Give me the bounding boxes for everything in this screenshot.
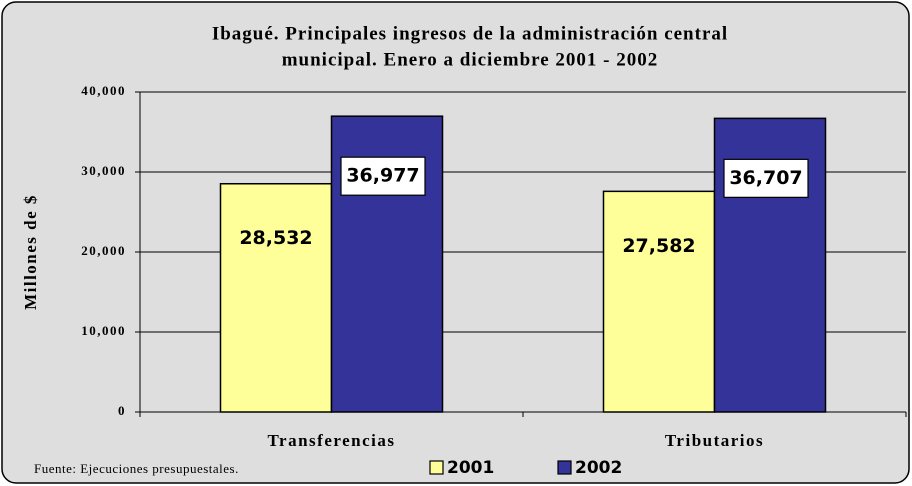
data-label: 27,582 bbox=[622, 235, 695, 257]
data-label: 36,707 bbox=[729, 167, 802, 189]
legend-swatch bbox=[557, 460, 572, 475]
x-tick-label: Tributarios bbox=[665, 431, 764, 450]
bar bbox=[602, 190, 716, 413]
data-label: 36,977 bbox=[346, 165, 419, 187]
chart-title: Ibagué. Principales ingresos de la admin… bbox=[212, 23, 728, 44]
data-label: 28,532 bbox=[239, 227, 312, 249]
legend-label: 2001 bbox=[447, 458, 494, 478]
legend-swatch bbox=[429, 460, 444, 475]
y-tick-label: 0 bbox=[118, 403, 126, 418]
x-tick-label: Transferencias bbox=[267, 431, 395, 450]
y-tick-label: 20,000 bbox=[81, 243, 126, 258]
data-label-box bbox=[723, 158, 809, 198]
data-label-box bbox=[340, 156, 426, 196]
source-note: Fuente: Ejecuciones presupuestales. bbox=[34, 461, 239, 476]
y-tick-label: 30,000 bbox=[81, 163, 126, 178]
y-tick-label: 40,000 bbox=[81, 83, 126, 98]
y-axis-label: Millones de $ bbox=[21, 194, 40, 310]
chart-title: municipal. Enero a diciembre 2001 - 2002 bbox=[282, 49, 659, 70]
bar bbox=[219, 182, 333, 413]
y-tick-label: 10,000 bbox=[81, 323, 126, 338]
legend-label: 2002 bbox=[575, 458, 622, 478]
